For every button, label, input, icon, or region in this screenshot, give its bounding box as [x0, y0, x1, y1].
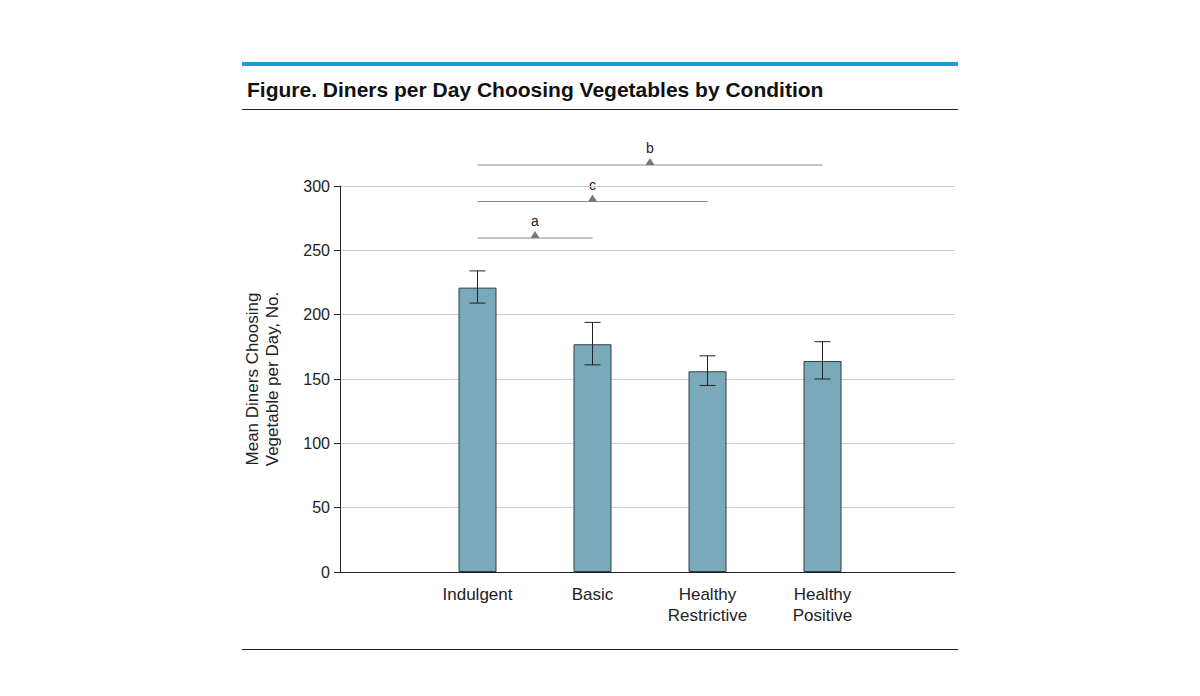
svg-text:50: 50 — [312, 499, 330, 516]
svg-text:Healthy: Healthy — [679, 585, 737, 604]
svg-text:Figure. Diners per Day Choosin: Figure. Diners per Day Choosing Vegetabl… — [247, 78, 823, 101]
svg-text:100: 100 — [303, 435, 330, 452]
svg-text:a: a — [531, 213, 539, 229]
svg-text:300: 300 — [303, 178, 330, 195]
svg-text:Basic: Basic — [572, 585, 614, 604]
svg-text:Restrictive: Restrictive — [668, 606, 747, 625]
svg-text:Indulgent: Indulgent — [443, 585, 513, 604]
svg-text:c: c — [589, 177, 596, 193]
svg-text:0: 0 — [321, 564, 330, 581]
svg-text:Positive: Positive — [793, 606, 853, 625]
svg-text:b: b — [646, 140, 654, 156]
svg-text:250: 250 — [303, 242, 330, 259]
svg-text:150: 150 — [303, 371, 330, 388]
svg-text:Mean Diners Choosing: Mean Diners Choosing — [243, 293, 262, 466]
svg-text:Vegetable per Day, No.: Vegetable per Day, No. — [263, 292, 282, 467]
svg-text:200: 200 — [303, 306, 330, 323]
svg-text:Healthy: Healthy — [794, 585, 852, 604]
